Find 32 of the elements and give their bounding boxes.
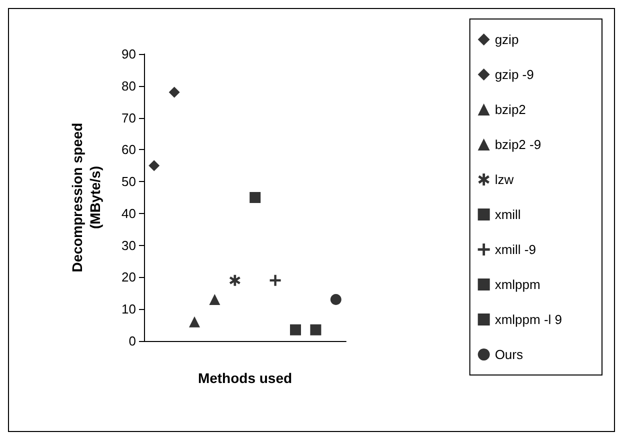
legend-label: Ours <box>494 347 524 362</box>
point <box>148 160 160 172</box>
legend-label: xmill <box>494 207 521 222</box>
y-tick-label: 0 <box>128 334 136 348</box>
legend-label: xmlppm -l 9 <box>494 312 562 327</box>
y-tick-label: 30 <box>122 238 136 253</box>
point <box>189 316 200 328</box>
legend-label: lzw <box>494 172 514 187</box>
legend-label: xmill -9 <box>494 242 536 257</box>
y-tick-label: 80 <box>122 78 136 94</box>
legend-label: bzip2 <box>494 102 526 117</box>
y-tick-label: 90 <box>122 46 136 62</box>
x-axis-title: Methods used <box>198 370 292 386</box>
point <box>250 192 261 203</box>
point <box>310 324 322 336</box>
legend-label: xmlppm <box>494 277 540 292</box>
y-tick-label: 10 <box>122 302 136 317</box>
y-tick-label: 70 <box>122 110 136 126</box>
y-axis-title: Decompression speed (MByte/s) <box>69 122 103 272</box>
y-tick-label: 40 <box>122 206 136 221</box>
point <box>330 294 342 306</box>
legend-label: gzip -9 <box>494 67 534 82</box>
legend-label: bzip2 -9 <box>494 137 542 152</box>
point <box>290 324 301 336</box>
point <box>229 274 240 286</box>
y-tick-label: 20 <box>122 270 136 285</box>
point <box>168 86 180 98</box>
point <box>270 274 281 286</box>
point <box>209 294 220 306</box>
y-tick-label: 60 <box>122 142 136 158</box>
legend-label: gzip <box>494 32 519 47</box>
y-tick-label: 50 <box>122 174 136 190</box>
